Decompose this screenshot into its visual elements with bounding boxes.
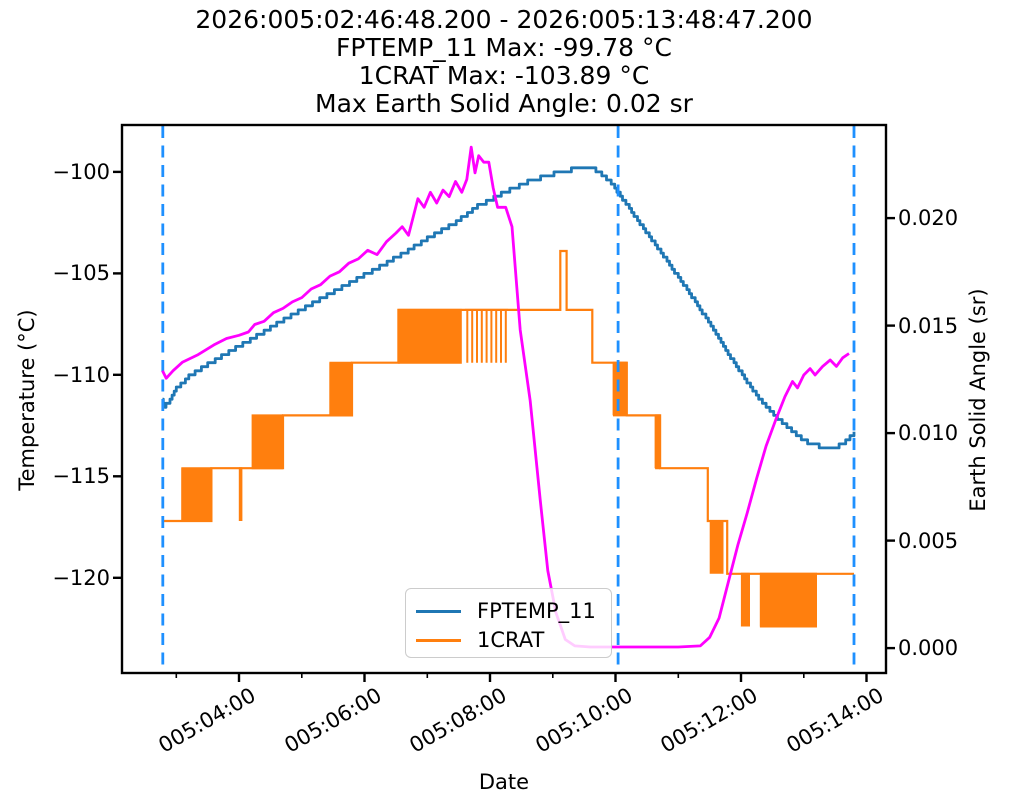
legend-box: FPTEMP_11 1CRAT	[405, 588, 612, 658]
title-fptemp-max: FPTEMP_11 Max: -99.78 °C	[336, 33, 672, 62]
axes-frame	[120, 123, 888, 675]
y-left-tick-label: −110	[52, 362, 110, 387]
legend-entry-fptemp: FPTEMP_11	[477, 599, 596, 623]
y-right-tick-label: 0.000	[898, 636, 959, 661]
x-axis-label: Date	[478, 770, 530, 794]
legend-row-1crat: 1CRAT	[416, 627, 611, 653]
title-1crat-max: 1CRAT Max: -103.89 °C	[358, 61, 650, 90]
y-right-tick-label: 0.005	[898, 528, 959, 553]
series-1crat-noise	[181, 308, 817, 628]
y-right-tick-label: 0.010	[898, 421, 959, 446]
title-max-solid-angle: Max Earth Solid Angle: 0.02 sr	[315, 89, 693, 118]
y-left-tick-label: −120	[52, 565, 110, 590]
y-right-tick-label: 0.015	[898, 313, 959, 338]
y-left-tick-label: −100	[52, 159, 110, 184]
series-1crat-line	[162, 249, 854, 575]
y-right-tick-label: 0.020	[898, 206, 959, 231]
series-fptemp11-line	[161, 166, 856, 450]
legend-line-sample-1crat	[416, 638, 461, 642]
legend-row-fptemp: FPTEMP_11	[416, 598, 611, 624]
title-timerange: 2026:005:02:46:48.200 - 2026:005:13:48:4…	[195, 5, 813, 34]
series-solid-angle-line	[161, 145, 850, 649]
legend-line-sample-fptemp	[416, 609, 461, 613]
legend-entry-1crat: 1CRAT	[477, 628, 545, 652]
y-axis-label-left: Temperature (°C)	[15, 309, 39, 491]
y-left-tick-label: −105	[52, 261, 110, 286]
figure-title: 2026:005:02:46:48.200 - 2026:005:13:48:4…	[122, 6, 886, 118]
y-left-tick-label: −115	[52, 464, 110, 489]
